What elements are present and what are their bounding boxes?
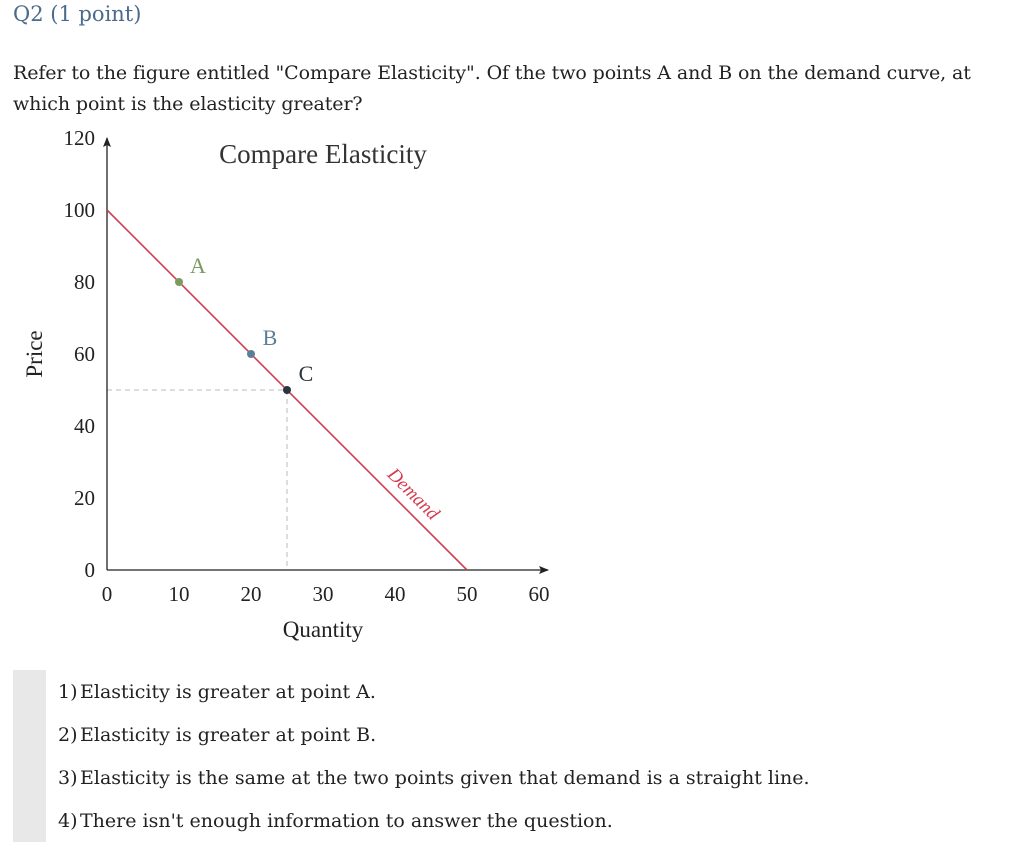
- answer-option-1[interactable]: 1) Elasticity is greater at point A.: [58, 681, 376, 703]
- y-tick-label: 0: [85, 558, 96, 582]
- answer-text: There isn't enough information to answer…: [80, 810, 613, 832]
- y-tick-label: 120: [64, 126, 96, 150]
- y-tick-label: 20: [74, 486, 95, 510]
- point-label-c: C: [299, 361, 314, 386]
- question-header: Q2 (1 point): [13, 2, 142, 26]
- x-axis-label: Quantity: [283, 617, 364, 642]
- point-b: [247, 350, 255, 358]
- x-tick-label: 10: [169, 582, 190, 606]
- answer-option-2[interactable]: 2) Elasticity is greater at point B.: [58, 724, 376, 746]
- answer-number: 4): [58, 810, 78, 832]
- answer-number: 2): [58, 724, 78, 746]
- answer-option-4[interactable]: 4) There isn't enough information to answ…: [58, 810, 613, 832]
- question-text: Refer to the figure entitled "Compare El…: [13, 62, 971, 115]
- point-c: [283, 386, 291, 394]
- answer-number: 3): [58, 767, 78, 789]
- answer-option-3[interactable]: 3) Elasticity is the same at the two poin…: [58, 767, 810, 789]
- compare-elasticity-chart: Compare Elasticity 0 10 20 30 40 50 60 0 20 40 60…: [22, 126, 550, 642]
- y-tick-label: 60: [74, 342, 95, 366]
- answer-list: 1) Elasticity is greater at point A. 2) El…: [13, 670, 1013, 842]
- answer-text: Elasticity is the same at the two points…: [80, 767, 810, 789]
- point-a: [175, 278, 183, 286]
- x-tick-label: 40: [385, 582, 406, 606]
- x-tick-label: 50: [457, 582, 478, 606]
- point-label-b: B: [263, 325, 278, 350]
- x-tick-label: 20: [241, 582, 262, 606]
- point-label-a: A: [190, 253, 206, 278]
- answer-number: 1): [58, 681, 78, 703]
- answer-text: Elasticity is greater at point B.: [80, 724, 377, 746]
- answer-sidebar: [13, 670, 46, 842]
- x-tick-label: 60: [529, 582, 550, 606]
- y-tick-label: 100: [64, 198, 96, 222]
- x-tick-label: 0: [102, 582, 113, 606]
- y-tick-label: 80: [74, 270, 95, 294]
- chart-title: Compare Elasticity: [219, 139, 427, 169]
- answer-text: Elasticity is greater at point A.: [80, 681, 376, 703]
- y-tick-label: 40: [74, 414, 95, 438]
- x-tick-label: 30: [313, 582, 334, 606]
- y-axis-label: Price: [22, 330, 47, 377]
